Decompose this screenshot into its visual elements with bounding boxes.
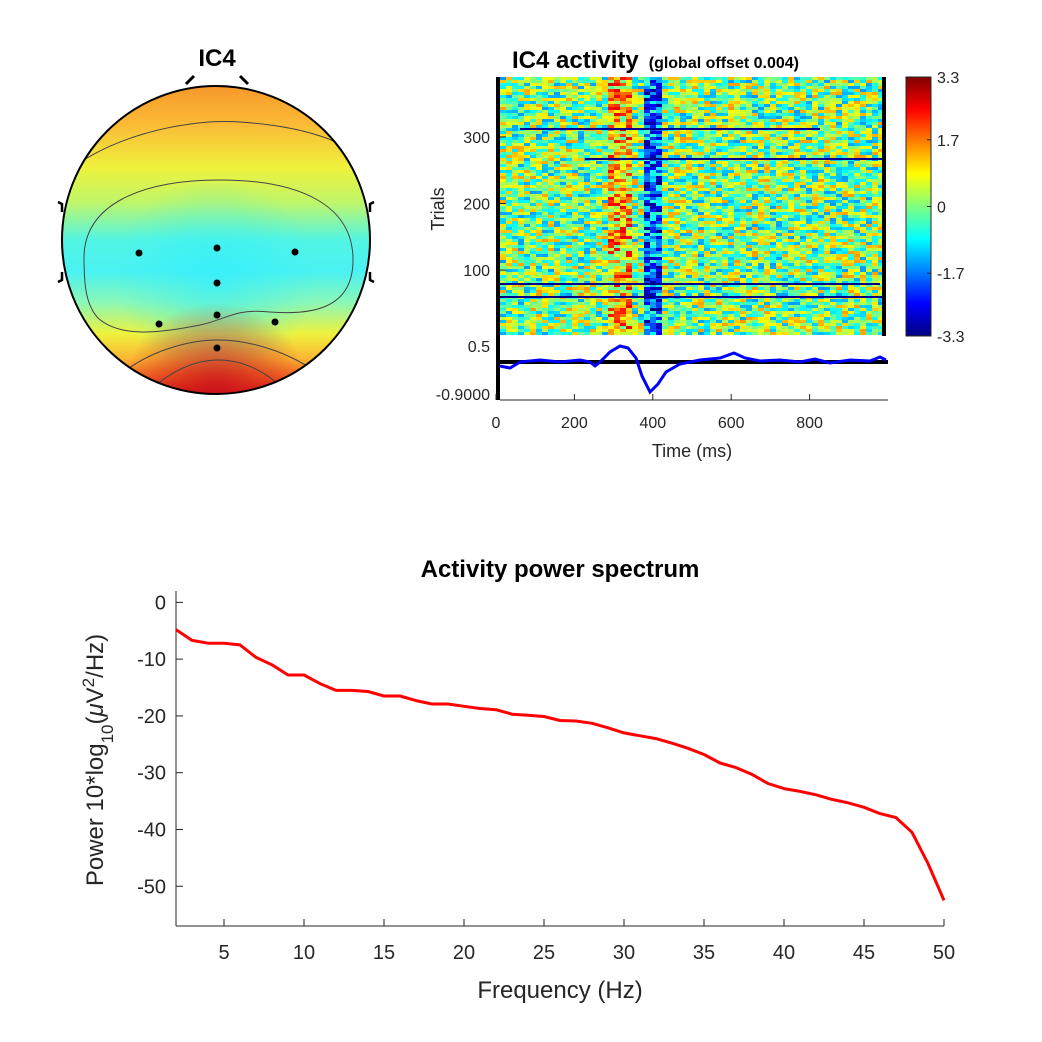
- erp-image: IC4 activity (global offset 0.004) 100 200…: [428, 47, 965, 461]
- x-tick-label: 25: [533, 942, 555, 964]
- erp-x-tick-label: 200: [561, 415, 588, 432]
- colorbar-gradient: [905, 76, 932, 337]
- x-tick-label: 20: [453, 942, 475, 964]
- x-tick-label: 5: [218, 942, 229, 964]
- trials-axis-label: Trials: [428, 187, 448, 230]
- colorbar-tick-label: -3.3: [937, 329, 965, 346]
- y-tick-label: -20: [137, 706, 166, 728]
- image-left-bar: [496, 77, 500, 336]
- image-right-bar: [882, 77, 886, 336]
- trial-tick-label: 100: [463, 263, 490, 280]
- erp-x-axis-label: Time (ms): [652, 441, 732, 461]
- x-tick-label: 15: [373, 942, 395, 964]
- electrode: [135, 249, 143, 257]
- y-tick-label: 0: [155, 592, 166, 614]
- electrode: [213, 279, 221, 287]
- trial-tick-label: 200: [463, 197, 490, 214]
- erp-x-ticks: 0 200 400 600 800: [492, 394, 823, 432]
- erp-ytick-top: 0.5: [468, 339, 490, 356]
- spectrum-y-axis-label: Power 10*log10(μV2/Hz): [79, 634, 117, 886]
- topoplot-title: IC4: [198, 45, 236, 72]
- erp-image-title: IC4 activity (global offset 0.004): [512, 47, 799, 74]
- colorbar-tick-label: -1.7: [937, 266, 965, 283]
- x-tick-label: 40: [773, 942, 795, 964]
- x-tick-label: 35: [693, 942, 715, 964]
- erp-left-bar: [496, 336, 500, 400]
- topoplot-map: [62, 86, 370, 394]
- electrode: [155, 320, 163, 328]
- topoplot: IC4: [57, 45, 375, 395]
- colorbar-tick-label: 0: [937, 200, 946, 217]
- erp-x-tick-label: 0: [492, 415, 501, 432]
- y-tick-label: -10: [137, 649, 166, 671]
- electrode: [213, 311, 221, 319]
- y-tick-label: -30: [137, 763, 166, 785]
- spectrum-line: [175, 628, 946, 901]
- y-tick-label: -50: [137, 876, 166, 898]
- spectrum-ticks: 5 10 15 20 25 30 35 40 45 50 0 -10 -20 -30 -40 -50: [137, 592, 955, 964]
- erp-x-tick-label: 800: [796, 415, 823, 432]
- erp-image-title-main: IC4 activity: [512, 47, 639, 74]
- left-ear: [57, 200, 64, 284]
- trial-axis: 100 200 300: [463, 130, 506, 280]
- electrodes: [135, 244, 299, 352]
- contour-line: [119, 339, 321, 376]
- electrode: [213, 344, 221, 352]
- colorbar-ticks: 3.3 1.7 0 -1.7 -3.3: [927, 70, 965, 346]
- electrode: [213, 244, 221, 252]
- electrode: [291, 248, 299, 256]
- contour-line: [149, 359, 286, 391]
- colorbar-tick-label: 3.3: [937, 70, 959, 87]
- colorbar: 3.3 1.7 0 -1.7 -3.3: [905, 70, 965, 346]
- erp-x-tick-label: 600: [718, 415, 745, 432]
- erp-trace: [499, 344, 887, 395]
- contour-line: [83, 179, 354, 333]
- trial-tick-label: 300: [463, 130, 490, 147]
- erp-x-tick-label: 400: [639, 415, 666, 432]
- x-tick-label: 10: [293, 942, 315, 964]
- colorbar-tick-label: 1.7: [937, 133, 959, 150]
- nose-marker: [184, 74, 250, 86]
- erp-trace-axes: 0.5 -0.9000 0 200 400 600 800 Time (ms): [436, 336, 888, 461]
- spectrum-x-axis-label: Frequency (Hz): [477, 977, 642, 1004]
- electrode: [271, 318, 279, 326]
- spectrum-title: Activity power spectrum: [421, 556, 700, 583]
- x-tick-label: 30: [613, 942, 635, 964]
- power-spectrum: Activity power spectrum 5 10 15 20 25 30 35 40 4…: [79, 556, 956, 1004]
- y-tick-label: -40: [137, 819, 166, 841]
- x-tick-label: 50: [933, 942, 955, 964]
- right-ear: [368, 200, 375, 284]
- x-tick-label: 45: [853, 942, 875, 964]
- erp-ytick-bottom: -0.9000: [436, 387, 490, 404]
- erp-image-subtitle: (global offset 0.004): [649, 55, 799, 72]
- head-outline: [61, 85, 371, 395]
- trial-image: [500, 77, 884, 335]
